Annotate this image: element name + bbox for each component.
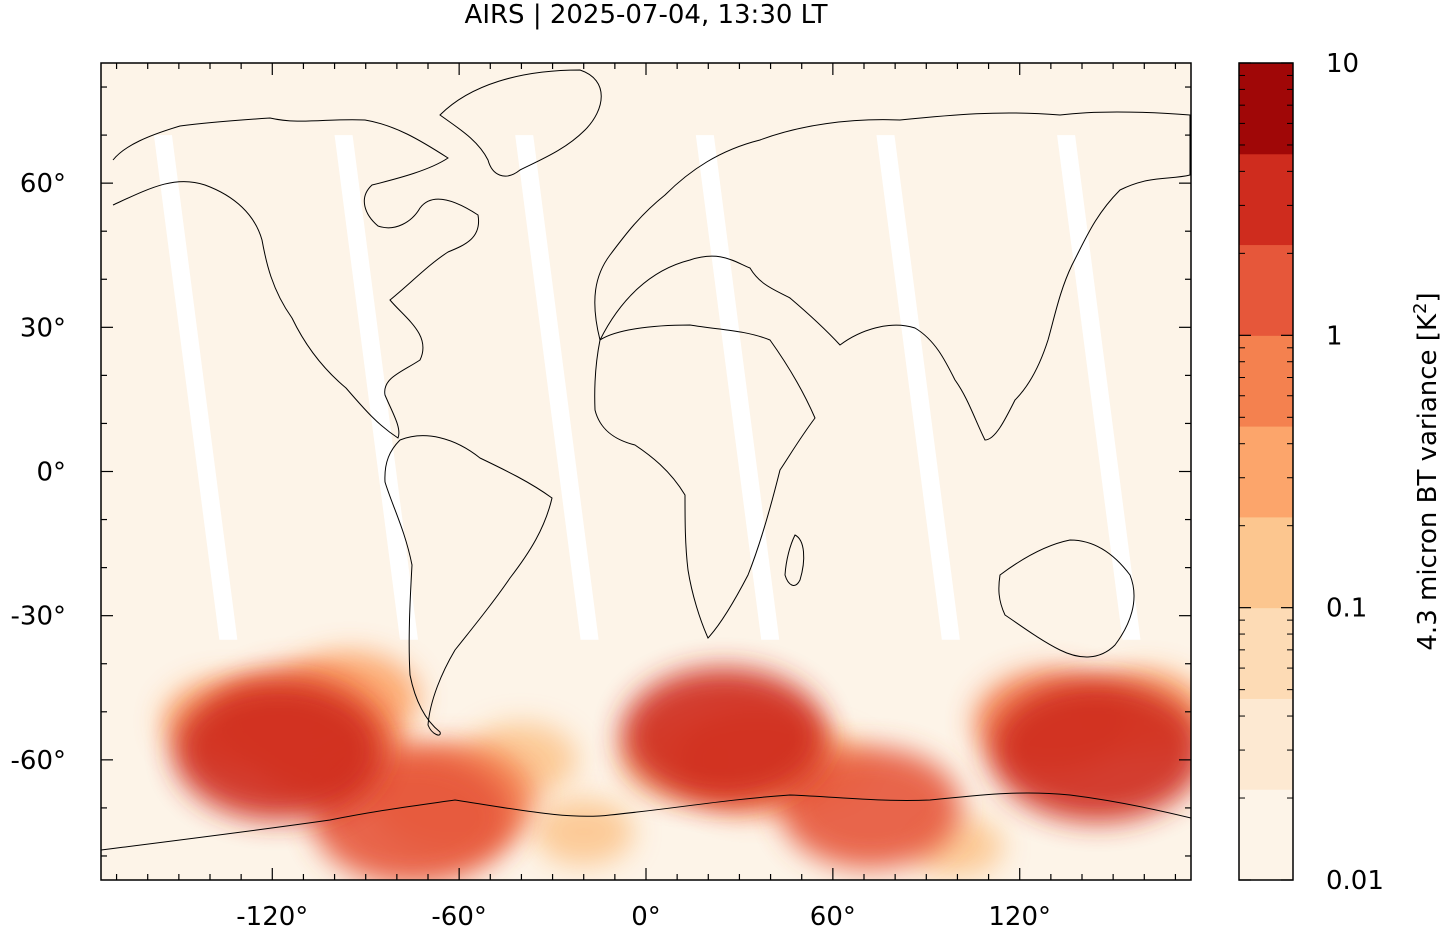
y-axis: 60° 30° 0° -30° -60° — [11, 86, 1191, 857]
coastline-eurasia-africa — [594, 111, 1191, 441]
colorbar-level — [1239, 153, 1293, 246]
colorbar-level — [1239, 607, 1293, 699]
swath-gap — [334, 135, 418, 640]
y-tick-label: 0° — [36, 458, 66, 488]
colorbar-label: 4.3 micron BT variance [K2] — [1410, 292, 1442, 650]
y-tick-label: 30° — [20, 313, 66, 343]
variance-field-region — [990, 678, 1191, 822]
x-tick-label: -120° — [236, 902, 308, 930]
coastline-australia — [998, 539, 1135, 658]
colorbar-tick-label: 1 — [1326, 321, 1343, 351]
y-tick-label: -60° — [11, 746, 66, 776]
swath-gap — [515, 135, 599, 640]
x-tick-label: 120° — [988, 902, 1051, 930]
colorbar-level — [1239, 789, 1293, 881]
swath-gap — [153, 135, 238, 640]
colorbar-level — [1239, 698, 1293, 790]
colorbar-tick-label: 0.01 — [1326, 866, 1384, 896]
coastline-madagascar — [784, 534, 805, 586]
swath-gap — [876, 135, 960, 640]
coastline-greenland — [439, 69, 602, 177]
colorbar-tick-label: 0.1 — [1326, 594, 1367, 624]
swath-gap — [695, 135, 780, 640]
y-tick-label: 60° — [20, 169, 66, 199]
coastline-south-america — [384, 435, 553, 736]
colorbar-level — [1239, 516, 1293, 609]
coastline-antarctica — [101, 792, 1191, 851]
coastlines — [101, 69, 1191, 851]
variance-field-region — [173, 680, 384, 821]
colorbar-level — [1239, 426, 1293, 518]
variance-field-region — [779, 747, 961, 869]
x-tick-label: 60° — [810, 902, 856, 930]
coastline-north-america — [112, 117, 480, 439]
swath-gap — [1057, 135, 1141, 640]
x-tick-label: -60° — [431, 902, 486, 930]
colorbar-frame — [1238, 62, 1294, 881]
variance-field-layer — [162, 651, 1191, 880]
chart-title: AIRS | 2025-07-04, 13:30 LT — [464, 0, 828, 30]
swath-gap-layer — [153, 135, 1141, 640]
colorbar-tick-label: 10 — [1326, 49, 1359, 79]
variance-field-region — [621, 667, 827, 805]
colorbar-level — [1239, 63, 1293, 155]
coastline-africa — [594, 324, 816, 639]
colorbar: 0.01 0.1 1 10 4.3 micron BT variance [K2] — [1238, 49, 1442, 896]
y-tick-label: -30° — [11, 602, 66, 632]
x-axis: -120° -60° 0° 60° 120° — [115, 63, 1177, 930]
colorbar-level — [1239, 244, 1293, 336]
colorbar-level — [1239, 335, 1293, 427]
x-tick-label: 0° — [631, 902, 661, 930]
variance-field-region — [533, 798, 634, 866]
